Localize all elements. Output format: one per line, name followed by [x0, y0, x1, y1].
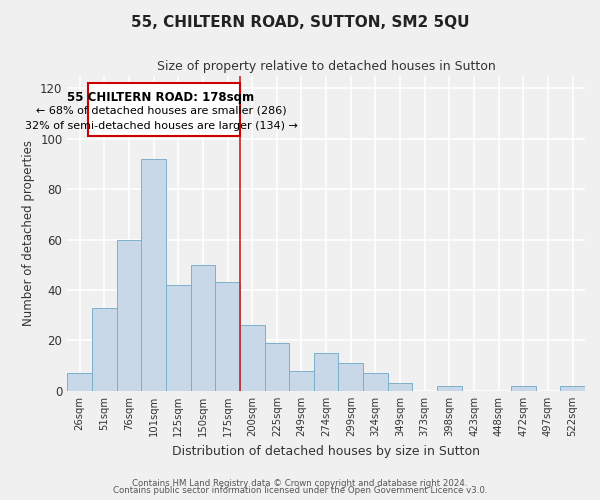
- Bar: [88, 83, 240, 136]
- Text: Contains HM Land Registry data © Crown copyright and database right 2024.: Contains HM Land Registry data © Crown c…: [132, 478, 468, 488]
- Bar: [92, 308, 116, 391]
- Text: 55 CHILTERN ROAD: 178sqm: 55 CHILTERN ROAD: 178sqm: [67, 90, 254, 104]
- Bar: [363, 374, 388, 391]
- Bar: [289, 370, 314, 391]
- Bar: [338, 363, 363, 391]
- Bar: [215, 282, 240, 391]
- Text: ← 68% of detached houses are smaller (286): ← 68% of detached houses are smaller (28…: [35, 106, 286, 116]
- Y-axis label: Number of detached properties: Number of detached properties: [22, 140, 35, 326]
- Bar: [116, 240, 141, 391]
- Bar: [191, 265, 215, 391]
- Bar: [240, 326, 265, 391]
- Bar: [388, 384, 412, 391]
- Text: Contains public sector information licensed under the Open Government Licence v3: Contains public sector information licen…: [113, 486, 487, 495]
- Title: Size of property relative to detached houses in Sutton: Size of property relative to detached ho…: [157, 60, 496, 73]
- Text: 55, CHILTERN ROAD, SUTTON, SM2 5QU: 55, CHILTERN ROAD, SUTTON, SM2 5QU: [131, 15, 469, 30]
- Bar: [314, 353, 338, 391]
- X-axis label: Distribution of detached houses by size in Sutton: Distribution of detached houses by size …: [172, 444, 480, 458]
- Text: 32% of semi-detached houses are larger (134) →: 32% of semi-detached houses are larger (…: [25, 121, 298, 131]
- Bar: [166, 285, 191, 391]
- Bar: [511, 386, 536, 391]
- Bar: [141, 159, 166, 391]
- Bar: [437, 386, 462, 391]
- Bar: [560, 386, 585, 391]
- Bar: [67, 374, 92, 391]
- Bar: [265, 343, 289, 391]
